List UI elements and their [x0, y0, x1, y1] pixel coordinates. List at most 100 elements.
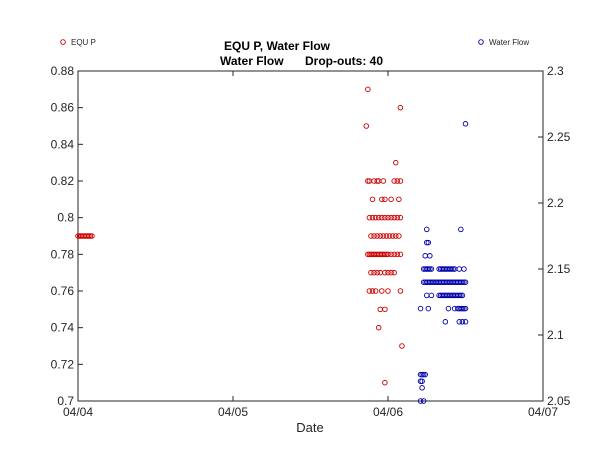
y-left-tick-label: 0.76 [51, 284, 75, 298]
chart-subtitle-series: Water Flow [220, 54, 284, 68]
data-point [382, 196, 388, 203]
data-point [375, 214, 382, 221]
y-left-tick-label: 0.7 [57, 394, 74, 408]
data-point [391, 178, 397, 184]
data-point [397, 104, 404, 111]
data-point [374, 269, 380, 276]
series-layer [75, 86, 469, 404]
data-point [382, 306, 388, 313]
y-right-tick-label: 2.25 [547, 130, 571, 144]
legend-right: Water Flow [478, 38, 529, 47]
legend-label-equ-p: EQU P [71, 38, 96, 47]
y-right-tick-label: 2.2 [547, 196, 564, 210]
data-point [425, 239, 432, 246]
data-point [393, 233, 399, 239]
x-tick-label: 04/06 [373, 405, 403, 419]
data-point [417, 378, 424, 384]
data-point [388, 196, 394, 203]
data-point [417, 398, 424, 404]
x-axis-label: Date [296, 420, 323, 435]
y-axis-left: 0.7 0.72 0.74 0.76 0.78 0.8 0.82 0.84 0.86 0.88 [51, 64, 83, 408]
data-point [380, 178, 387, 184]
data-point [397, 214, 404, 221]
data-point [380, 233, 387, 239]
data-point [427, 266, 433, 272]
data-point [422, 371, 428, 378]
data-point [397, 251, 404, 258]
data-point [386, 233, 393, 239]
data-point [374, 178, 380, 184]
data-point [363, 123, 370, 129]
data-point [385, 214, 391, 221]
data-point [397, 288, 404, 294]
data-point [462, 305, 469, 312]
data-point [385, 288, 391, 294]
data-point [379, 196, 385, 203]
data-point [375, 324, 382, 331]
data-point [377, 233, 384, 239]
data-point [374, 233, 380, 239]
data-point [366, 214, 373, 221]
data-point [383, 233, 390, 239]
data-point [462, 279, 469, 285]
x-tick-label: 04/04 [63, 405, 93, 419]
data-point [388, 214, 394, 221]
data-point [382, 214, 388, 221]
series-water-flow [417, 121, 469, 404]
data-point [419, 378, 425, 384]
y-axis-right: 2.05 2.1 2.15 2.2 2.25 2.3 [538, 64, 571, 408]
data-point [461, 279, 467, 285]
data-point [420, 398, 427, 404]
y-left-tick-label: 0.72 [51, 357, 75, 371]
data-point [391, 251, 397, 258]
data-point [420, 371, 427, 378]
data-point [445, 305, 452, 312]
x-tick-label: 04/07 [528, 405, 558, 419]
data-point [394, 251, 401, 258]
data-point [459, 305, 466, 312]
data-point [425, 305, 432, 312]
x-tick-label: 04/05 [218, 405, 248, 419]
data-point [419, 385, 425, 391]
data-point [417, 305, 424, 312]
data-point [382, 269, 388, 276]
data-point [391, 214, 397, 221]
data-point [368, 269, 374, 276]
data-point [368, 233, 374, 239]
y-left-tick-label: 0.8 [57, 211, 74, 225]
y-right-tick-label: 2.3 [547, 64, 564, 78]
data-point [388, 269, 394, 276]
data-point [382, 251, 388, 258]
series-equ-p [75, 86, 405, 386]
y-right-tick-label: 2.15 [547, 262, 571, 276]
data-point [427, 253, 433, 259]
data-point [366, 288, 373, 294]
data-point [394, 178, 401, 184]
y-left-tick-label: 0.86 [51, 101, 75, 115]
data-point [379, 288, 385, 294]
plot-area [78, 71, 543, 401]
data-point [379, 214, 385, 221]
axes-frame [77, 70, 544, 402]
data-point [399, 343, 405, 349]
data-point [371, 269, 377, 276]
data-point [425, 266, 432, 272]
data-point [89, 233, 95, 239]
data-point [393, 159, 399, 166]
data-point [450, 266, 456, 272]
y-left-tick-label: 0.74 [51, 321, 75, 335]
data-point [448, 266, 455, 272]
data-point [462, 121, 469, 127]
legend-left: EQU P [60, 38, 96, 47]
data-point [397, 178, 404, 184]
y-left-tick-label: 0.78 [51, 247, 75, 261]
data-point [369, 196, 376, 203]
y-right-tick-label: 2.05 [547, 394, 571, 408]
data-point [458, 292, 464, 299]
legend-marker-equ-p [60, 39, 66, 45]
data-point [369, 214, 376, 221]
data-point [461, 305, 467, 312]
data-point [456, 319, 463, 325]
chart-subtitle-dropouts: Drop-outs: 40 [305, 54, 383, 68]
data-point [459, 279, 466, 285]
